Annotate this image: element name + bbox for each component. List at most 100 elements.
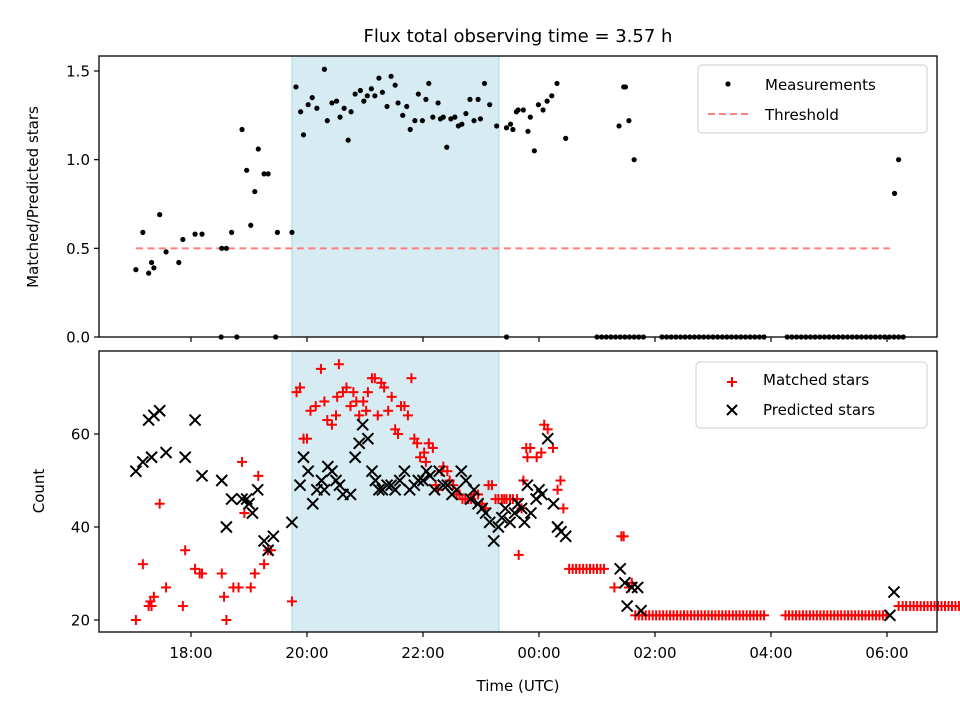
measurement-point [239, 126, 245, 133]
predicted-star-point [235, 492, 249, 506]
measurement-point [248, 222, 254, 228]
measurement-point [415, 91, 421, 97]
predicted-star-point [361, 432, 375, 445]
matched-star-point [286, 596, 297, 607]
measurement-point [379, 89, 385, 95]
matched-star-point [154, 498, 165, 509]
matched-star-point [245, 582, 256, 593]
measurement-point [525, 128, 531, 134]
measurement-point [261, 171, 267, 177]
measurement-point [364, 93, 370, 99]
matched-star-point [253, 470, 264, 481]
top-ytick-label: 1.0 [66, 151, 90, 169]
predicted-star-point [369, 474, 382, 487]
matched-star-point [333, 359, 344, 370]
measurement-point [554, 80, 560, 87]
predicted-star-point [293, 478, 307, 492]
measurement-point [345, 137, 351, 143]
predicted-star-point [136, 455, 150, 469]
predicted-star-point [301, 464, 315, 478]
measurement-point [471, 118, 477, 124]
bottom-legend-box [695, 361, 928, 429]
measurement-point [481, 80, 488, 87]
predicted-star-point [441, 478, 454, 492]
matched-star-point [399, 401, 410, 412]
measurement-point [293, 84, 299, 90]
measurement-point [388, 73, 394, 79]
measurement-point [549, 93, 555, 99]
predicted-star-point [356, 418, 369, 431]
matched-star-point [259, 559, 270, 570]
predicted-star-point [153, 404, 166, 417]
measurement-point [314, 105, 320, 111]
predicted-star-point [246, 506, 259, 520]
measurement-point [395, 100, 401, 106]
predicted-star-point [261, 544, 275, 557]
matched-star-point [402, 410, 413, 421]
measurement-point [180, 236, 186, 243]
observing-window-shade-top [291, 55, 500, 338]
measurement-point [419, 118, 426, 124]
predicted-star-point [215, 474, 228, 487]
predicted-star-point [297, 451, 310, 464]
bottom-panel: 20 40 60 18:00 20:00 22:00 00:00 02:00 04:00 06:… [30, 350, 960, 695]
measurement-point [459, 121, 465, 127]
legend-threshold-label: Threshold [764, 106, 839, 124]
matched-star-point [354, 410, 365, 421]
measurement-point [400, 112, 406, 118]
predicted-stars-points [129, 404, 901, 622]
top-y-axis-label: Matched/Predicted stars [24, 106, 42, 288]
measurement-point [515, 107, 521, 113]
measurement-point [341, 105, 347, 111]
predicted-star-point [428, 483, 441, 497]
predicted-star-point [398, 464, 411, 478]
matched-star-point [383, 405, 394, 416]
measurement-point [510, 126, 516, 133]
matched-star-point [759, 610, 770, 621]
matched-star-point [148, 591, 159, 602]
predicted-star-point [479, 506, 492, 520]
predicted-star-point [508, 506, 521, 520]
measurement-point [392, 82, 398, 88]
measurement-point [329, 100, 335, 106]
matched-star-point [558, 503, 569, 514]
matched-star-point [310, 401, 321, 412]
predicted-star-point [634, 604, 648, 617]
chart-title: Flux total observing time = 3.57 h [364, 26, 673, 47]
matched-star-point [221, 615, 232, 625]
matched-star-point [295, 382, 306, 393]
measurement-point [444, 144, 450, 150]
top-ytick-label: 0.0 [66, 329, 90, 347]
measurement-point [199, 231, 205, 237]
matched-star-point [598, 563, 609, 574]
x-axis-label: Time (UTC) [476, 677, 560, 695]
matched-star-point [315, 363, 326, 374]
matched-star-point [177, 601, 188, 612]
measurement-point [440, 114, 446, 120]
bottom-xtick-label: 06:00 [865, 644, 908, 662]
measurement-point [467, 96, 473, 102]
matched-star-point [361, 405, 372, 416]
matched-star-point [542, 424, 553, 435]
predicted-star-point [503, 516, 517, 529]
predicted-star-point [352, 437, 366, 450]
legend-predicted-marker [726, 404, 738, 416]
top-y-ticks: 0.0 0.5 1.0 1.5 [66, 63, 99, 347]
measurement-point [527, 114, 533, 120]
predicted-star-point [267, 530, 280, 543]
matched-star-point [522, 452, 533, 463]
matched-star-point [379, 382, 390, 393]
predicted-star-point [225, 492, 238, 506]
matched-star-point [531, 452, 542, 463]
measurement-point [404, 103, 410, 110]
predicted-star-point [380, 478, 394, 492]
measurement-point [423, 96, 429, 102]
measurement-point [348, 109, 354, 115]
predicted-star-point [129, 464, 143, 478]
matched-star-point [358, 396, 369, 407]
matched-star-point [130, 615, 141, 625]
top-legend: Measurements Threshold [697, 64, 928, 134]
legend-predicted-label: Predicted stars [763, 401, 875, 419]
bottom-y-axis-label: Count [30, 469, 48, 514]
top-panel: 0.0 0.5 1.0 1.5 Matched/Predicted stars Mea… [24, 55, 938, 347]
